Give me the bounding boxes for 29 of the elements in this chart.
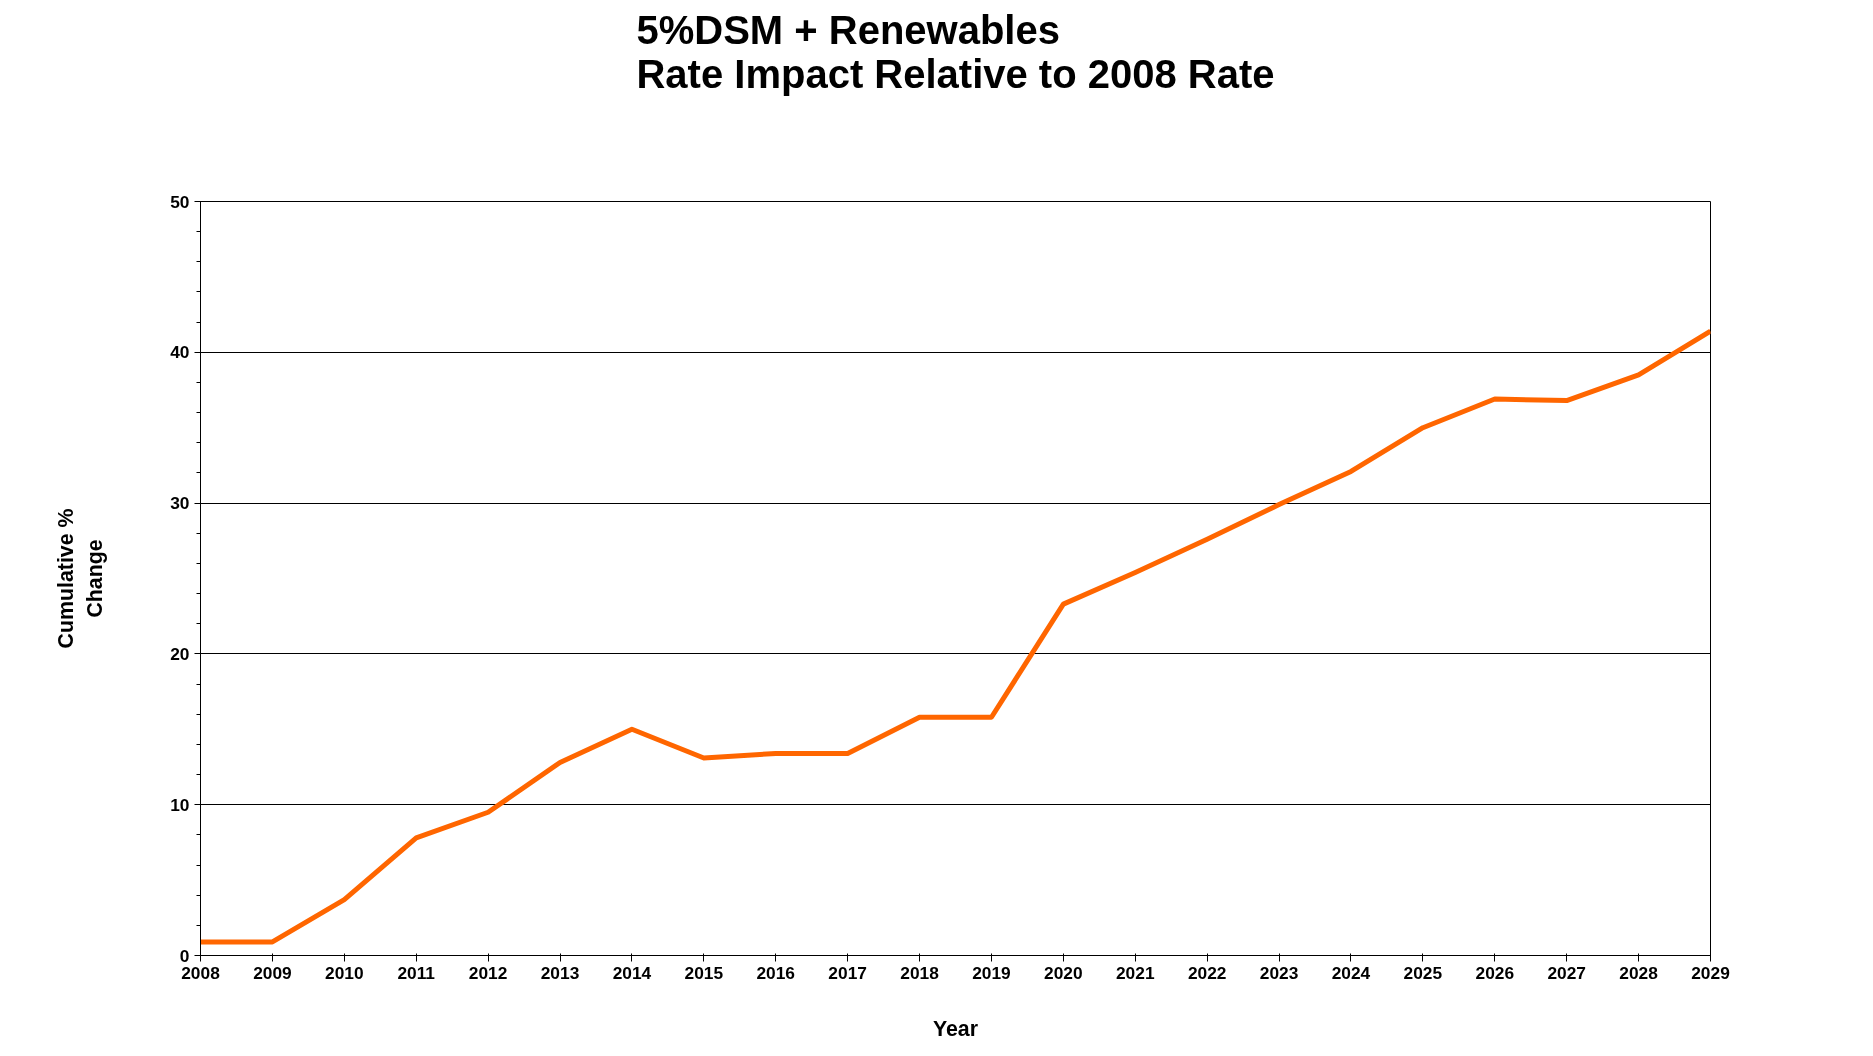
x-tick-label: 2023 [1259, 962, 1299, 983]
x-axis-title: Year [932, 1016, 979, 1041]
x-tick-label: 2021 [1115, 962, 1155, 983]
x-tick-label: 2022 [1187, 962, 1227, 983]
x-tick-label: 2017 [828, 962, 867, 983]
x-tick-label: 2020 [1044, 962, 1083, 983]
y-tick-label: 10 [170, 794, 190, 815]
x-tick-label: 2016 [756, 962, 796, 983]
x-tick-label: 2011 [397, 962, 436, 983]
x-tick-label: 2024 [1331, 962, 1371, 983]
x-tick-label: 2027 [1547, 962, 1586, 983]
x-tick-label: 2015 [684, 962, 724, 983]
x-tick-label: 2009 [253, 962, 292, 983]
x-tick-label: 2018 [900, 962, 940, 983]
y-tick-label: 30 [170, 493, 190, 514]
y-tick-label: 40 [170, 342, 190, 363]
x-tick-label: 2014 [612, 962, 652, 983]
x-tick-label: 2010 [325, 962, 364, 983]
x-tick-label: 2028 [1619, 962, 1659, 983]
y-tick-label: 50 [170, 191, 190, 212]
y-axis-title: Cumulative % Change [54, 508, 108, 649]
chart-title: 5%DSM + Renewables Rate Impact Relative to 2008 Rate [636, 7, 1275, 96]
x-tick-label: 2019 [972, 962, 1011, 983]
x-tick-label: 2026 [1475, 962, 1515, 983]
y-tick-label: 20 [170, 643, 190, 664]
x-tick-label: 2012 [468, 962, 508, 983]
x-tick-label: 2025 [1403, 962, 1443, 983]
x-tick-label: 2029 [1691, 962, 1730, 983]
x-tick-label: 2013 [540, 962, 580, 983]
